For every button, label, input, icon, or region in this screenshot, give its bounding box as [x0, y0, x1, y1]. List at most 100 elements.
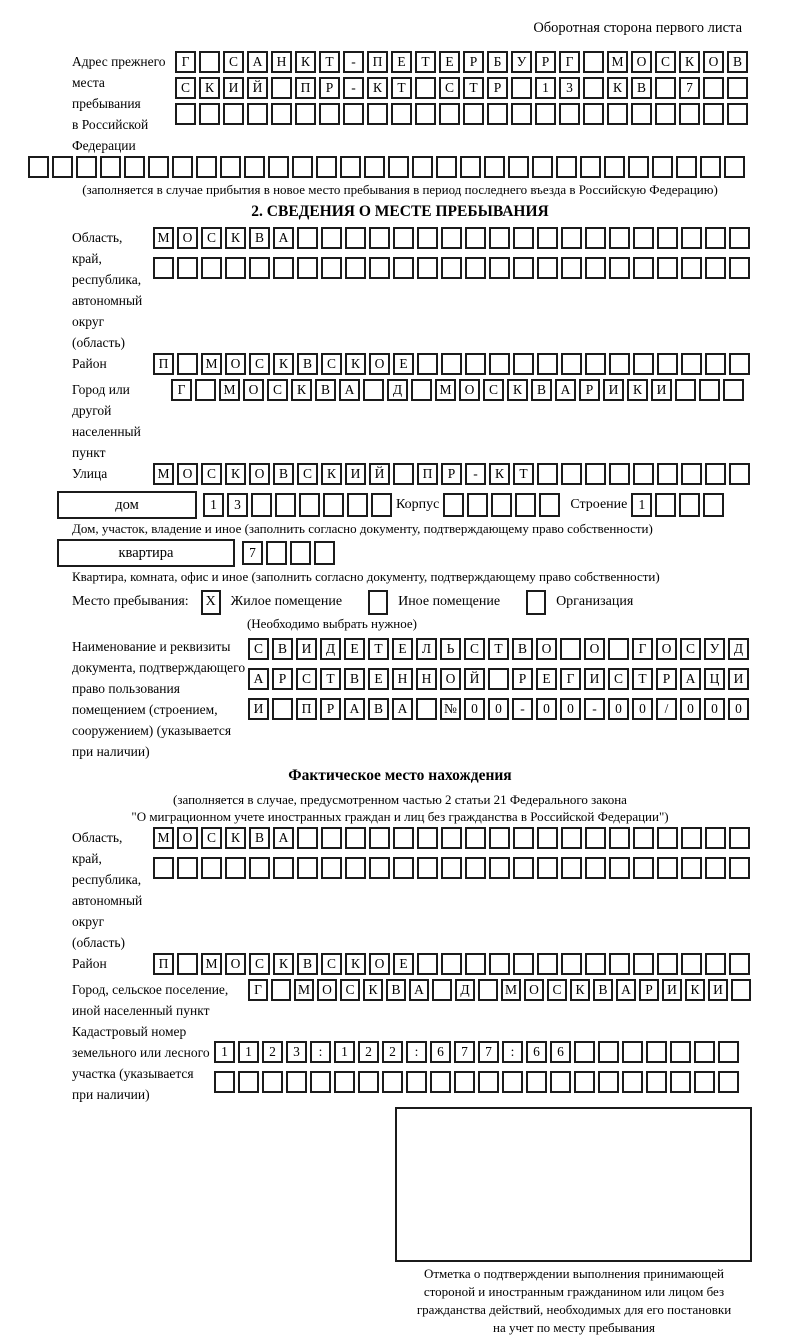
char-cell[interactable]: [703, 493, 725, 517]
char-cell[interactable]: 1: [203, 493, 224, 517]
char-cell[interactable]: К: [225, 463, 246, 485]
char-cell[interactable]: Е: [393, 353, 414, 375]
char-cell[interactable]: О: [524, 979, 544, 1001]
char-cell[interactable]: №: [440, 698, 461, 720]
char-cell[interactable]: [537, 257, 558, 279]
char-cell[interactable]: [272, 698, 293, 720]
char-cell[interactable]: -: [465, 463, 486, 485]
char-cell[interactable]: [670, 1041, 691, 1063]
char-cell[interactable]: [502, 1071, 523, 1093]
char-cell[interactable]: [609, 257, 630, 279]
char-cell[interactable]: [718, 1041, 739, 1063]
char-cell[interactable]: [177, 353, 198, 375]
char-cell[interactable]: 2: [262, 1041, 283, 1063]
char-cell[interactable]: [550, 1071, 571, 1093]
char-cell[interactable]: 3: [227, 493, 248, 517]
char-cell[interactable]: С: [608, 668, 629, 690]
char-cell[interactable]: [681, 827, 702, 849]
char-cell[interactable]: [633, 227, 654, 249]
char-cell[interactable]: Й: [464, 668, 485, 690]
char-cell[interactable]: А: [339, 379, 360, 401]
char-cell[interactable]: [441, 353, 462, 375]
char-cell[interactable]: В: [297, 953, 318, 975]
char-cell[interactable]: О: [656, 638, 677, 660]
char-cell[interactable]: О: [584, 638, 605, 660]
char-cell[interactable]: И: [603, 379, 624, 401]
char-cell[interactable]: [345, 827, 366, 849]
char-cell[interactable]: К: [367, 77, 388, 99]
char-cell[interactable]: [417, 857, 438, 879]
char-cell[interactable]: [681, 353, 702, 375]
char-cell[interactable]: О: [369, 353, 390, 375]
char-cell[interactable]: О: [317, 979, 337, 1001]
char-cell[interactable]: [201, 257, 222, 279]
char-cell[interactable]: С: [655, 51, 676, 73]
char-cell[interactable]: [705, 827, 726, 849]
char-cell[interactable]: П: [153, 953, 174, 975]
char-cell[interactable]: [345, 227, 366, 249]
char-cell[interactable]: [411, 379, 432, 401]
char-cell[interactable]: [439, 103, 460, 125]
char-cell[interactable]: Т: [632, 668, 653, 690]
char-cell[interactable]: Р: [487, 77, 508, 99]
char-cell[interactable]: [487, 103, 508, 125]
char-cell[interactable]: [465, 857, 486, 879]
char-cell[interactable]: [199, 103, 220, 125]
char-cell[interactable]: [679, 103, 700, 125]
char-cell[interactable]: [489, 857, 510, 879]
char-cell[interactable]: В: [531, 379, 552, 401]
char-cell[interactable]: [286, 1071, 307, 1093]
char-cell[interactable]: Е: [368, 668, 389, 690]
char-cell[interactable]: [467, 493, 489, 517]
char-cell[interactable]: [249, 257, 270, 279]
char-cell[interactable]: [416, 698, 437, 720]
char-cell[interactable]: [273, 857, 294, 879]
char-cell[interactable]: [633, 827, 654, 849]
char-cell[interactable]: [583, 103, 604, 125]
char-cell[interactable]: К: [363, 979, 383, 1001]
char-cell[interactable]: А: [248, 668, 269, 690]
char-cell[interactable]: [675, 379, 696, 401]
char-cell[interactable]: [177, 257, 198, 279]
char-cell[interactable]: [28, 156, 49, 178]
char-cell[interactable]: [585, 353, 606, 375]
char-cell[interactable]: [633, 857, 654, 879]
char-cell[interactable]: [148, 156, 169, 178]
char-cell[interactable]: [681, 857, 702, 879]
char-cell[interactable]: [345, 257, 366, 279]
char-cell[interactable]: М: [294, 979, 314, 1001]
char-cell[interactable]: [489, 953, 510, 975]
char-cell[interactable]: [415, 103, 436, 125]
char-cell[interactable]: [607, 103, 628, 125]
char-cell[interactable]: [633, 257, 654, 279]
char-cell[interactable]: [652, 156, 673, 178]
char-cell[interactable]: Й: [369, 463, 390, 485]
char-cell[interactable]: Р: [463, 51, 484, 73]
char-cell[interactable]: [363, 379, 384, 401]
char-cell[interactable]: М: [201, 953, 222, 975]
char-cell[interactable]: [532, 156, 553, 178]
char-cell[interactable]: [345, 857, 366, 879]
char-cell[interactable]: [609, 827, 630, 849]
char-cell[interactable]: -: [512, 698, 533, 720]
char-cell[interactable]: Е: [393, 953, 414, 975]
char-cell[interactable]: [729, 463, 750, 485]
char-cell[interactable]: [694, 1041, 715, 1063]
char-cell[interactable]: А: [409, 979, 429, 1001]
char-cell[interactable]: Т: [463, 77, 484, 99]
char-cell[interactable]: Д: [320, 638, 341, 660]
char-cell[interactable]: У: [704, 638, 725, 660]
char-cell[interactable]: [609, 227, 630, 249]
char-cell[interactable]: [561, 463, 582, 485]
char-cell[interactable]: [268, 156, 289, 178]
char-cell[interactable]: [100, 156, 121, 178]
char-cell[interactable]: Р: [441, 463, 462, 485]
char-cell[interactable]: А: [680, 668, 701, 690]
char-cell[interactable]: [561, 353, 582, 375]
char-cell[interactable]: В: [386, 979, 406, 1001]
char-cell[interactable]: 2: [358, 1041, 379, 1063]
char-cell[interactable]: У: [511, 51, 532, 73]
char-cell[interactable]: К: [685, 979, 705, 1001]
char-cell[interactable]: А: [555, 379, 576, 401]
char-cell[interactable]: Е: [439, 51, 460, 73]
